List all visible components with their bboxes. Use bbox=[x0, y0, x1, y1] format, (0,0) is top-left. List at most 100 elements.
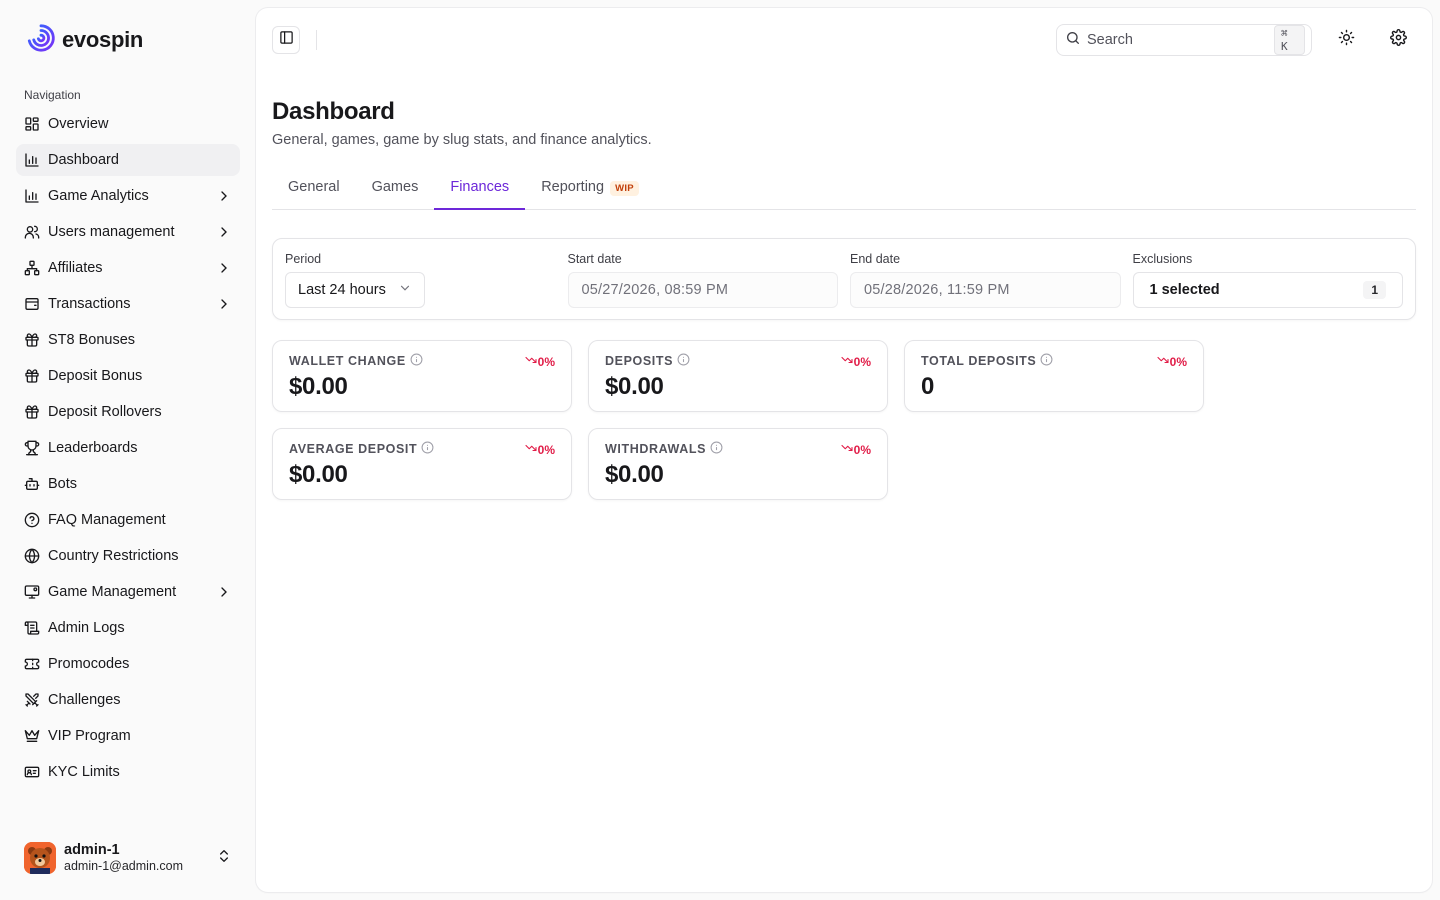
avatar bbox=[24, 842, 56, 874]
wip-badge: WIP bbox=[610, 181, 639, 196]
sidebar-item-vip-program[interactable]: VIP Program bbox=[16, 720, 240, 752]
panel-left-icon bbox=[279, 30, 294, 50]
settings-button[interactable] bbox=[1384, 26, 1412, 54]
ticket-icon bbox=[24, 656, 40, 672]
gear-icon bbox=[1389, 29, 1407, 51]
info-icon[interactable] bbox=[677, 353, 690, 369]
exclusions-value: 1 selected bbox=[1149, 282, 1220, 298]
theme-toggle-button[interactable] bbox=[1332, 26, 1360, 54]
start-date-input[interactable]: 05/27/2026, 08:59 PM bbox=[567, 272, 838, 308]
user-name: admin-1 bbox=[64, 842, 120, 859]
sidebar-item-label: Bots bbox=[48, 476, 78, 492]
nav-group-label: Navigation bbox=[24, 88, 81, 102]
tab-label: Reporting bbox=[541, 179, 605, 195]
sidebar-item-affiliates[interactable]: Affiliates bbox=[16, 252, 240, 284]
start-date-label: Start date bbox=[567, 252, 622, 266]
sidebar-item-faq-management[interactable]: FAQ Management bbox=[16, 504, 240, 536]
search-shortcut: ⌘ K bbox=[1274, 25, 1305, 55]
sidebar-item-promocodes[interactable]: Promocodes bbox=[16, 648, 240, 680]
period-filter: Period Last 24 hours bbox=[285, 252, 556, 319]
info-icon[interactable] bbox=[710, 441, 723, 457]
exclusions-filter: Exclusions 1 selected 1 bbox=[1132, 252, 1403, 319]
sidebar-item-transactions[interactable]: Transactions bbox=[16, 288, 240, 320]
sidebar-item-kyc-limits[interactable]: KYC Limits bbox=[16, 756, 240, 788]
grid-icon bbox=[24, 116, 40, 132]
gift-icon bbox=[24, 332, 40, 348]
sidebar-item-game-management[interactable]: Game Management bbox=[16, 576, 240, 608]
stat-label: DEPOSITS bbox=[605, 354, 674, 368]
sidebar-item-game-analytics[interactable]: Game Analytics bbox=[16, 180, 240, 212]
sidebar-item-bots[interactable]: Bots bbox=[16, 468, 240, 500]
sidebar-item-leaderboards[interactable]: Leaderboards bbox=[16, 432, 240, 464]
exclusions-count-badge: 1 bbox=[1363, 281, 1386, 299]
sidebar-item-admin-logs[interactable]: Admin Logs bbox=[16, 612, 240, 644]
trending-down-icon bbox=[841, 442, 853, 457]
stat-value: $0.00 bbox=[289, 461, 348, 488]
trending-down-icon bbox=[841, 354, 853, 369]
sidebar-item-label: FAQ Management bbox=[48, 512, 166, 528]
tab-finances[interactable]: Finances bbox=[434, 172, 526, 210]
tab-label: Games bbox=[371, 179, 419, 195]
user-email: admin-1@admin.com bbox=[64, 859, 183, 874]
stat-value: $0.00 bbox=[605, 461, 664, 488]
sun-icon bbox=[1338, 29, 1355, 51]
filters-panel: Period Last 24 hours Start date 05/27/20… bbox=[272, 238, 1416, 320]
period-select[interactable]: Last 24 hours bbox=[285, 272, 425, 308]
sidebar-item-deposit-rollovers[interactable]: Deposit Rollovers bbox=[16, 396, 240, 428]
sidebar-item-label: Game Management bbox=[48, 584, 177, 600]
sidebar-item-label: Challenges bbox=[48, 692, 121, 708]
sidebar-item-challenges[interactable]: Challenges bbox=[16, 684, 240, 716]
search-box[interactable]: ⌘ K bbox=[1056, 24, 1312, 56]
trophy-icon bbox=[24, 440, 40, 456]
sidebar-item-st8-bonuses[interactable]: ST8 Bonuses bbox=[16, 324, 240, 356]
info-icon[interactable] bbox=[421, 441, 434, 457]
tab-reporting[interactable]: Reporting WIP bbox=[525, 172, 655, 209]
chevron-right-icon bbox=[216, 584, 232, 600]
stat-value: $0.00 bbox=[289, 373, 348, 400]
sidebar-item-users-management[interactable]: Users management bbox=[16, 216, 240, 248]
tab-bar: General Games Finances Reporting WIP bbox=[272, 172, 1416, 210]
sidebar-item-dashboard[interactable]: Dashboard bbox=[16, 144, 240, 176]
info-icon[interactable] bbox=[1040, 353, 1053, 369]
end-date-input[interactable]: 05/28/2026, 11:59 PM bbox=[850, 272, 1121, 308]
exclusions-select[interactable]: 1 selected 1 bbox=[1132, 272, 1403, 308]
start-date-filter: Start date 05/27/2026, 08:59 PM bbox=[567, 252, 838, 319]
tab-games[interactable]: Games bbox=[356, 172, 435, 209]
help-circle-icon bbox=[24, 512, 40, 528]
stat-change: 0% bbox=[537, 354, 555, 369]
tab-general[interactable]: General bbox=[272, 172, 356, 209]
topbar: ⌘ K bbox=[256, 8, 1432, 72]
stat-change: 0% bbox=[853, 442, 871, 457]
bar-chart-icon bbox=[24, 188, 40, 204]
search-icon bbox=[1065, 30, 1087, 51]
sidebar-item-label: Promocodes bbox=[48, 656, 130, 672]
stat-change: 0% bbox=[1169, 354, 1187, 369]
sidebar-toggle-button[interactable] bbox=[272, 26, 300, 54]
stat-card-wallet-change: WALLET CHANGE 0% $0.00 bbox=[272, 340, 572, 412]
stat-label: WALLET CHANGE bbox=[289, 354, 406, 368]
stat-label: AVERAGE DEPOSIT bbox=[289, 442, 418, 456]
period-value: Last 24 hours bbox=[298, 282, 386, 298]
stat-value: $0.00 bbox=[605, 373, 664, 400]
sidebar-item-overview[interactable]: Overview bbox=[16, 108, 240, 140]
info-icon[interactable] bbox=[410, 353, 423, 369]
stat-card-withdrawals: WITHDRAWALS 0% $0.00 bbox=[588, 428, 888, 500]
end-date-filter: End date 05/28/2026, 11:59 PM bbox=[850, 252, 1121, 319]
brand-logo[interactable]: evospin bbox=[16, 0, 240, 80]
sidebar-item-label: Transactions bbox=[48, 296, 131, 312]
sidebar-item-deposit-bonus[interactable]: Deposit Bonus bbox=[16, 360, 240, 392]
stat-value: 0 bbox=[921, 373, 935, 400]
bot-icon bbox=[24, 476, 40, 492]
chevron-right-icon bbox=[216, 296, 232, 312]
user-menu[interactable]: admin-1 admin-1@admin.com bbox=[16, 838, 240, 878]
page-title: Dashboard bbox=[272, 98, 395, 125]
chevron-right-icon bbox=[216, 260, 232, 276]
sidebar-item-country-restrictions[interactable]: Country Restrictions bbox=[16, 540, 240, 572]
sidebar-item-label: Game Analytics bbox=[48, 188, 149, 204]
stat-card-average-deposit: AVERAGE DEPOSIT 0% $0.00 bbox=[272, 428, 572, 500]
search-input[interactable] bbox=[1087, 32, 1274, 48]
stat-change: 0% bbox=[537, 442, 555, 457]
end-date-label: End date bbox=[850, 252, 901, 266]
tab-label: General bbox=[288, 179, 340, 195]
tab-label: Finances bbox=[450, 179, 510, 195]
